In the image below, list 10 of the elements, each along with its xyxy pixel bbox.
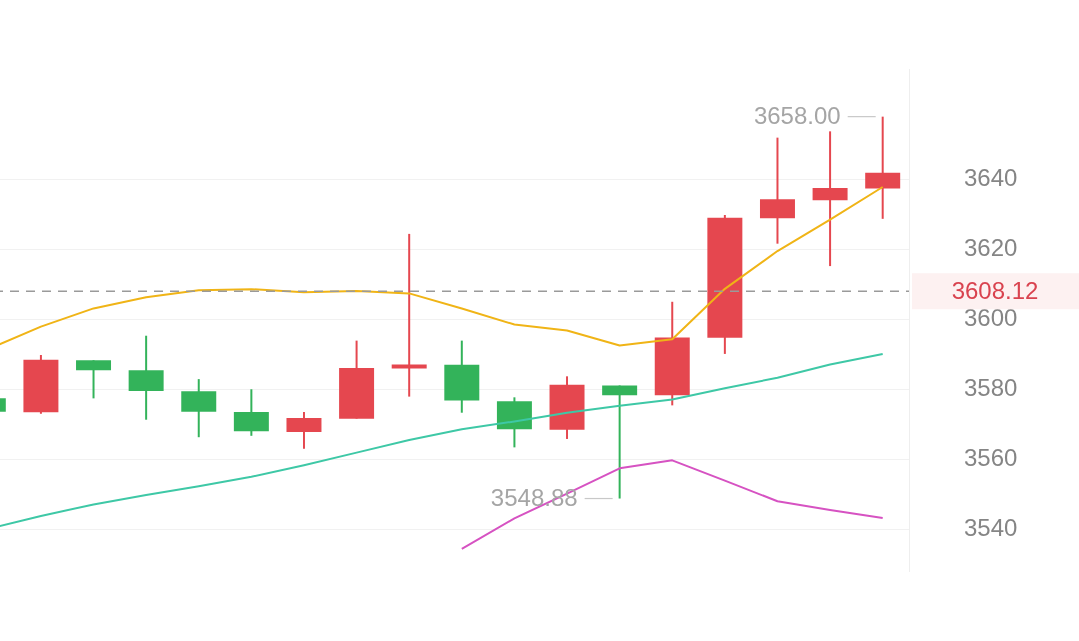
y-tick-label: 3640 [964, 164, 1018, 192]
y-tick-label: 3580 [964, 374, 1018, 402]
candlestick [391, 233, 427, 397]
ref-line-label: 3608.12 [951, 276, 1039, 304]
y-tick-label: 3600 [964, 304, 1018, 332]
candlestick [812, 131, 848, 267]
y-tick-label: 3620 [964, 234, 1018, 262]
y-tick-label: 3540 [964, 514, 1018, 542]
annotation: 3658.00 [753, 102, 841, 130]
y-tick-label: 3560 [964, 444, 1018, 472]
